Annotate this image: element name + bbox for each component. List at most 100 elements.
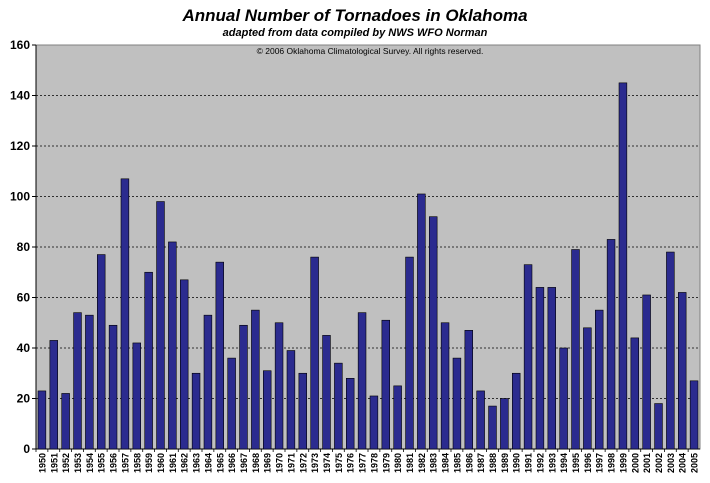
bar <box>559 347 568 450</box>
bar <box>61 393 70 450</box>
x-tick-label: 1953 <box>73 453 83 473</box>
bar <box>274 322 284 450</box>
x-tick-label: 1977 <box>358 453 368 473</box>
x-tick-label: 1987 <box>476 453 486 473</box>
bar <box>322 335 331 450</box>
x-tick-label: 1999 <box>618 453 628 473</box>
bar <box>440 322 450 450</box>
x-tick-label: 1964 <box>203 453 213 473</box>
bar <box>618 82 628 450</box>
bar <box>132 342 141 450</box>
bar <box>654 403 663 450</box>
bar <box>642 294 651 450</box>
bar <box>203 314 213 450</box>
bar <box>381 319 390 450</box>
x-tick-label: 2003 <box>666 453 676 473</box>
x-tick-label: 1992 <box>535 453 545 473</box>
bar <box>512 372 521 450</box>
bar <box>405 256 414 450</box>
x-tick-label: 1970 <box>275 453 285 473</box>
x-tick-label: 1980 <box>393 453 403 473</box>
x-tick-label: 1990 <box>512 453 522 473</box>
x-tick-label: 1986 <box>464 453 474 473</box>
x-tick-label: 1981 <box>405 453 415 473</box>
bar <box>286 350 296 450</box>
bar <box>215 261 224 450</box>
bar <box>310 256 319 450</box>
x-tick-label: 1979 <box>381 453 391 473</box>
bar <box>452 357 462 450</box>
bar <box>535 287 545 450</box>
bar <box>476 390 485 450</box>
y-tick-label: 80 <box>17 240 31 254</box>
x-tick-label: 1976 <box>346 453 356 473</box>
x-tick-label: 1962 <box>180 453 190 473</box>
x-tick-label: 1966 <box>227 453 237 473</box>
bar <box>500 398 509 450</box>
x-tick-label: 1973 <box>310 453 320 473</box>
y-tick-label: 120 <box>10 139 30 153</box>
x-tick-label: 1997 <box>595 453 605 473</box>
bar <box>346 377 355 450</box>
x-tick-label: 1995 <box>571 453 581 473</box>
x-tick-label: 1985 <box>452 453 462 473</box>
x-tick-label: 1961 <box>168 453 178 473</box>
bar <box>227 357 236 450</box>
x-tick-label: 1972 <box>298 453 308 473</box>
copyright-annotation: © 2006 Oklahoma Climatological Survey. A… <box>256 46 484 56</box>
bar <box>606 239 616 450</box>
chart-subtitle: adapted from data compiled by NWS WFO No… <box>222 27 488 39</box>
x-tick-label: 1951 <box>49 453 59 473</box>
y-tick-label: 0 <box>23 442 30 456</box>
bar <box>156 201 165 450</box>
y-tick-label: 140 <box>10 89 30 103</box>
x-tick-label: 1968 <box>251 453 261 473</box>
bar <box>571 249 580 450</box>
bar <box>678 292 687 450</box>
x-tick-label: 1952 <box>61 453 71 473</box>
bar <box>263 370 272 450</box>
x-tick-label: 2002 <box>654 453 664 473</box>
bar <box>547 287 556 450</box>
y-tick-label: 20 <box>17 392 31 406</box>
bar <box>85 314 94 450</box>
x-tick-label: 1978 <box>369 453 379 473</box>
y-tick-label: 160 <box>10 38 30 52</box>
x-tick-label: 1998 <box>607 453 617 473</box>
x-tick-label: 1959 <box>144 453 154 473</box>
bar <box>393 385 402 450</box>
bar <box>334 362 343 450</box>
bar <box>630 337 639 450</box>
bar <box>180 279 189 450</box>
x-tick-label: 1967 <box>239 453 249 473</box>
bar <box>239 324 248 450</box>
bar <box>357 312 367 450</box>
bar <box>168 241 177 450</box>
x-tick-label: 1988 <box>488 453 498 473</box>
x-tick-label: 1960 <box>156 453 166 473</box>
x-tick-label: 1956 <box>109 453 119 473</box>
x-tick-label: 1955 <box>97 453 107 473</box>
bar <box>298 372 307 450</box>
x-tick-label: 1991 <box>524 453 534 473</box>
x-tick-label: 2005 <box>690 453 700 473</box>
bar <box>97 254 106 450</box>
x-tick-label: 1954 <box>85 453 95 473</box>
x-tick-label: 1950 <box>37 453 47 473</box>
x-tick-label: 1982 <box>417 453 427 473</box>
y-tick-label: 40 <box>17 341 31 355</box>
x-tick-label: 1989 <box>500 453 510 473</box>
x-tick-label: 1958 <box>132 453 142 473</box>
bar <box>523 264 533 450</box>
bar <box>464 330 473 450</box>
bar <box>429 216 438 450</box>
bar <box>251 309 260 450</box>
bar <box>689 380 699 450</box>
x-tick-label: 1963 <box>192 453 202 473</box>
bar <box>49 340 58 450</box>
bar <box>191 372 201 450</box>
y-tick-label: 60 <box>17 291 31 305</box>
bar <box>417 193 426 450</box>
bar <box>37 390 47 450</box>
